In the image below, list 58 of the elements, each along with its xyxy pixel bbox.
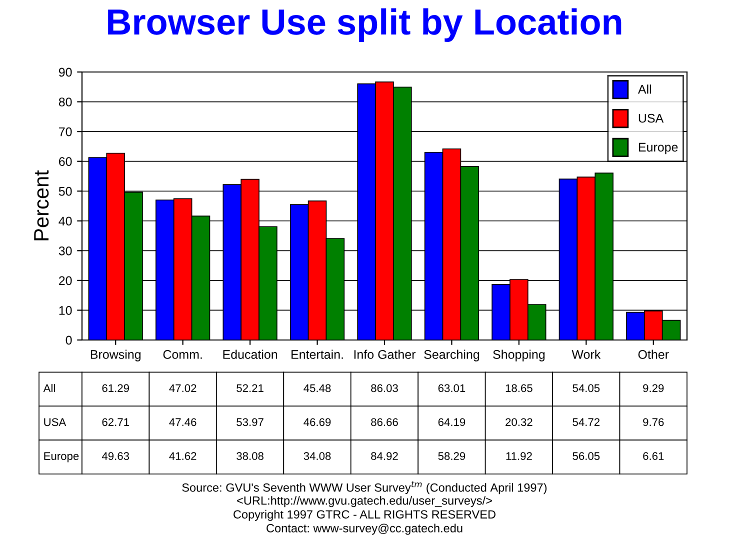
x-tick-label: Entertain. (292, 350, 343, 359)
data-label: 64.19 (438, 418, 466, 426)
data-label: 62.71 (102, 418, 129, 426)
data-label: 46.69 (304, 418, 331, 426)
y-tick-label: 30 (58, 246, 72, 256)
data-label: 45.48 (304, 384, 331, 392)
legend-label: USA (638, 114, 664, 123)
x-tick-label: Browsing (90, 350, 141, 362)
data-label: 34.08 (304, 452, 331, 460)
x-tick-label: Info Gather (354, 350, 416, 359)
y-tick-label: 40 (58, 216, 72, 226)
text: USA (44, 418, 66, 426)
data-label: 9.76 (643, 418, 664, 426)
y-axis-title: Percent (34, 170, 49, 240)
text: Europe (44, 452, 79, 462)
data-label: 86.03 (371, 384, 398, 392)
y-tick-label: 60 (59, 157, 72, 166)
data-label: 47.46 (169, 418, 196, 426)
x-tick-label: Education (223, 350, 278, 359)
y-tick-label: 70 (59, 127, 72, 136)
y-tick-label: 80 (58, 98, 72, 106)
data-label: 54.72 (572, 418, 600, 426)
data-label: 41.62 (169, 452, 196, 460)
data-label: 58.29 (438, 452, 466, 460)
y-tick-label: 50 (58, 186, 72, 196)
data-label: 6.61 (643, 452, 664, 460)
y-tick-label: 10 (59, 306, 72, 315)
data-label: 47.02 (169, 384, 196, 392)
text: All (43, 384, 55, 392)
source-note: Source: GVU's Seventh WWW User Survey$^{tm}$ (Conducted April 1997) (182, 481, 547, 494)
data-label: 52.21 (236, 384, 264, 392)
x-tick-label: Work (572, 350, 601, 359)
data-label: 53.97 (236, 418, 264, 426)
data-label: 84.92 (371, 452, 398, 460)
legend-label: Europe (638, 142, 678, 154)
text: <URL:http://www.gvu.gatech.edu/user_surveys/> (237, 496, 492, 508)
data-label: 63.01 (438, 384, 466, 392)
data-label: 11.92 (506, 452, 532, 460)
data-label: 38.08 (236, 452, 264, 460)
x-tick-label: Searching (424, 350, 480, 362)
text: Contact: www-survey@cc.gatech.edu (266, 524, 462, 535)
legend-label: All (638, 84, 651, 94)
x-tick-label: Comm. (163, 350, 202, 359)
data-label: 9.29 (643, 384, 664, 392)
data-label: 86.66 (371, 418, 398, 426)
chart-title: Browser Use split by Location (108, 8, 622, 42)
y-tick-label: 90 (58, 68, 72, 77)
data-label: 56.05 (572, 452, 600, 460)
data-label: 61.29 (102, 384, 129, 392)
data-label: 49.63 (102, 452, 130, 460)
data-label: 20.32 (506, 418, 532, 426)
x-tick-label: Shopping (493, 350, 545, 362)
text: Copyright 1997 GTRC - ALL RIGHTS RESERVED (234, 510, 496, 521)
data-label: 18.65 (506, 384, 532, 392)
y-tick-label: 20 (59, 276, 72, 286)
data-label: 54.05 (572, 384, 600, 392)
y-tick-label: 0 (66, 336, 72, 345)
x-tick-label: Other (638, 350, 669, 359)
